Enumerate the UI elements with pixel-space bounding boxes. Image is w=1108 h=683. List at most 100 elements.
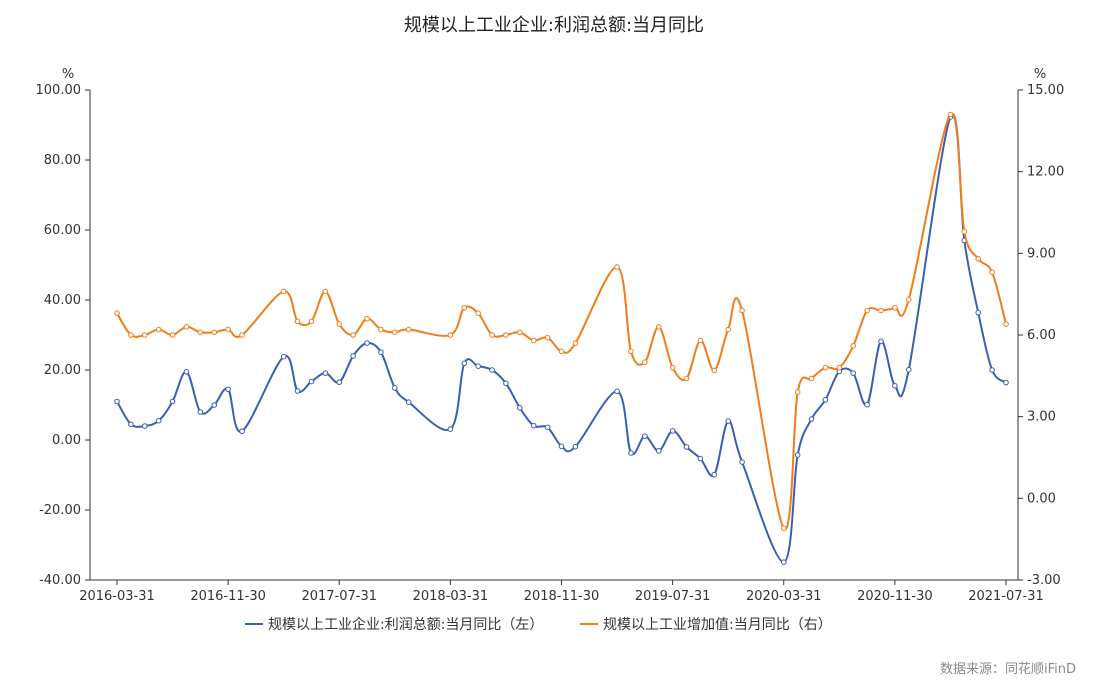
x-tick-label: 2020-11-30 — [857, 589, 933, 604]
data-point — [336, 379, 343, 386]
data-point — [308, 318, 315, 325]
data-point — [322, 288, 329, 295]
data-point — [489, 332, 495, 338]
data-point — [183, 324, 190, 330]
data-point — [822, 364, 829, 371]
data-point — [461, 304, 468, 311]
data-point — [558, 348, 565, 355]
data-point — [878, 338, 884, 345]
data-point — [780, 559, 787, 565]
legend-label-profit: 规模以上工业企业:利润总额:当月同比（左） — [268, 616, 543, 633]
left-tick-label: -40.00 — [39, 573, 81, 588]
data-point — [350, 353, 356, 359]
data-point — [447, 426, 454, 432]
data-point — [239, 428, 245, 435]
data-point — [308, 378, 315, 385]
left-tick-label: 60.00 — [44, 223, 81, 238]
data-point — [864, 401, 870, 408]
data-point — [530, 422, 537, 429]
right-axis-ticks: 15.00 12.00 9.00 6.00 3.00 0.00 -3.00 — [1018, 83, 1064, 588]
data-point — [128, 421, 134, 428]
data-point — [517, 405, 523, 411]
data-point — [989, 367, 995, 373]
data-point — [905, 296, 912, 303]
data-point — [725, 326, 731, 333]
data-point — [614, 388, 620, 395]
data-point — [364, 340, 370, 346]
left-tick-label: 80.00 — [44, 153, 81, 168]
data-point — [475, 363, 481, 369]
data-point — [475, 310, 481, 317]
data-point — [655, 448, 662, 454]
data-point — [683, 444, 690, 450]
data-point — [225, 386, 231, 393]
data-point — [628, 450, 634, 456]
data-point — [544, 424, 551, 431]
right-tick-label: 0.00 — [1027, 491, 1056, 506]
data-point — [155, 417, 162, 424]
data-point — [489, 367, 495, 373]
right-tick-label: 15.00 — [1027, 83, 1064, 98]
x-tick-label: 2016-03-31 — [79, 589, 155, 604]
left-axis-ticks: 100.00 80.00 60.00 40.00 20.00 0.00 -20.00 -40.… — [36, 83, 90, 588]
data-point — [503, 332, 509, 338]
data-point — [461, 360, 468, 367]
data-point — [197, 409, 204, 415]
data-point — [739, 307, 745, 314]
data-point — [169, 398, 176, 405]
data-point — [808, 416, 815, 422]
data-point — [405, 326, 412, 333]
data-point — [211, 329, 218, 336]
data-point — [517, 329, 523, 336]
data-point — [683, 375, 690, 382]
data-point — [350, 332, 356, 338]
data-point — [558, 443, 565, 450]
x-tick-label: 2018-11-30 — [524, 589, 600, 604]
data-point — [225, 326, 231, 333]
data-point — [239, 332, 245, 338]
left-tick-label: 100.00 — [36, 83, 82, 98]
left-tick-label: 20.00 — [44, 363, 81, 378]
data-point — [544, 334, 551, 341]
data-point — [989, 269, 995, 276]
data-point — [808, 375, 815, 382]
data-point — [892, 304, 898, 311]
data-point — [1003, 379, 1009, 386]
data-point — [294, 388, 301, 394]
data-point — [572, 443, 579, 450]
data-point — [280, 288, 287, 295]
data-point — [572, 340, 579, 346]
x-tick-label: 2019-07-31 — [635, 589, 711, 604]
data-point — [614, 264, 620, 270]
data-point — [655, 324, 662, 330]
data-point — [114, 398, 120, 405]
x-tick-label: 2018-03-31 — [413, 589, 489, 604]
data-point — [447, 332, 454, 338]
data-point — [711, 471, 718, 478]
data-point — [850, 370, 857, 376]
data-point — [211, 402, 218, 408]
x-axis-ticks: 2016-03-31 2016-11-30 2017-07-31 2018-03-31… — [79, 580, 1044, 604]
data-point — [155, 326, 162, 333]
data-point — [669, 364, 676, 371]
data-point — [822, 396, 829, 403]
x-tick-label: 2016-11-30 — [190, 589, 266, 604]
left-axis-unit: % — [62, 67, 74, 82]
data-point — [169, 332, 176, 338]
data-point — [725, 418, 731, 424]
series-0 — [114, 113, 1009, 565]
data-point — [669, 428, 676, 434]
data-point — [642, 433, 648, 439]
data-point — [739, 459, 745, 465]
data-point — [197, 329, 204, 336]
series-line — [116, 112, 1007, 531]
data-point — [794, 452, 801, 458]
data-point — [850, 343, 857, 349]
right-tick-label: 9.00 — [1027, 246, 1056, 261]
data-point — [128, 332, 134, 338]
legend-label-output: 规模以上工业增加值:当月同比（右） — [603, 617, 832, 633]
data-point — [697, 337, 704, 344]
data-point — [322, 370, 329, 376]
data-point — [141, 423, 148, 429]
